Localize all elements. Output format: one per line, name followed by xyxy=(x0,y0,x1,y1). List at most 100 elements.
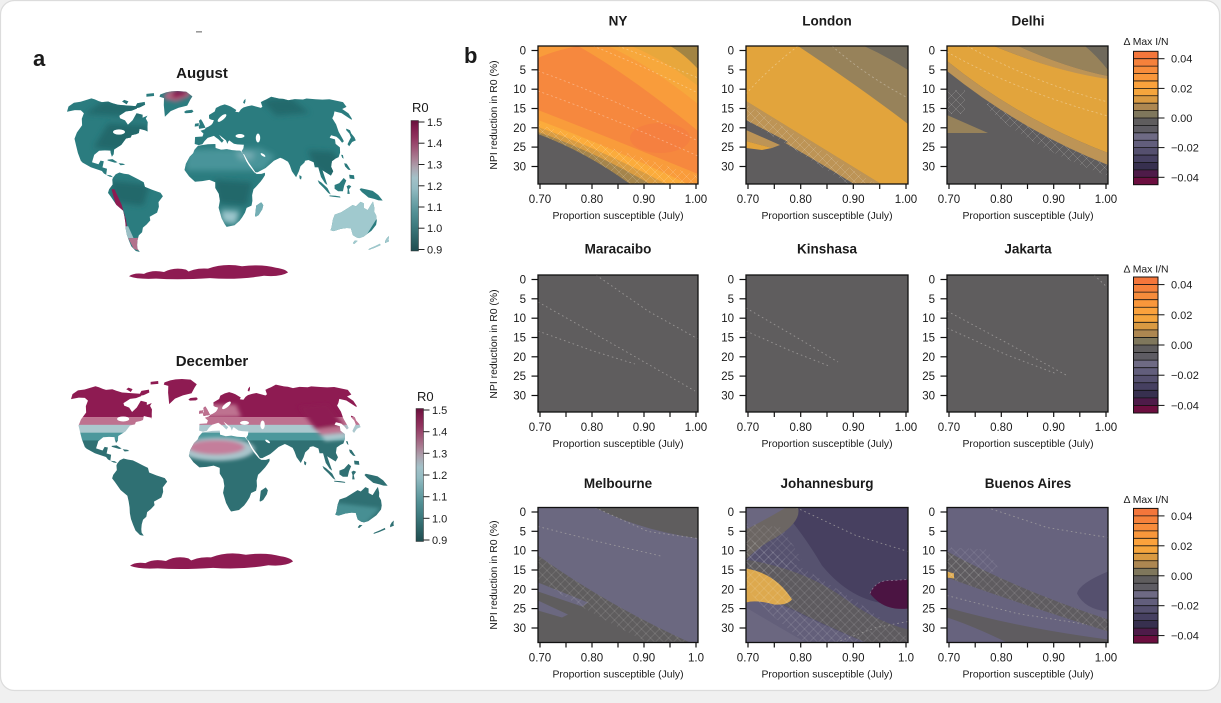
svg-text:0.80: 0.80 xyxy=(790,653,812,665)
svg-text:20: 20 xyxy=(922,584,935,596)
svg-text:30: 30 xyxy=(922,623,935,635)
svg-text:−0.04: −0.04 xyxy=(1171,400,1199,412)
svg-text:1.00: 1.00 xyxy=(895,422,917,434)
svg-text:0.70: 0.70 xyxy=(737,653,759,665)
svg-text:20: 20 xyxy=(513,584,526,596)
svg-text:1.5: 1.5 xyxy=(427,117,442,129)
svg-text:0.80: 0.80 xyxy=(990,194,1012,206)
svg-text:1.1: 1.1 xyxy=(427,202,442,214)
svg-text:5: 5 xyxy=(728,294,734,306)
svg-text:NPI reduction in R0 (%): NPI reduction in R0 (%) xyxy=(489,520,500,629)
svg-text:1.00: 1.00 xyxy=(685,422,707,434)
svg-text:0.02: 0.02 xyxy=(1171,541,1192,553)
svg-text:NPI reduction in R0 (%): NPI reduction in R0 (%) xyxy=(489,60,500,169)
svg-text:0: 0 xyxy=(520,275,526,287)
svg-text:0: 0 xyxy=(929,275,935,287)
svg-text:1.00: 1.00 xyxy=(1095,653,1117,665)
svg-text:30: 30 xyxy=(513,623,526,635)
svg-text:Proportion susceptible (July): Proportion susceptible (July) xyxy=(761,670,892,681)
svg-text:20: 20 xyxy=(513,352,526,364)
svg-text:5: 5 xyxy=(728,526,734,538)
svg-text:15: 15 xyxy=(513,565,526,577)
svg-text:10: 10 xyxy=(721,84,734,96)
svg-text:−0.04: −0.04 xyxy=(1171,172,1199,184)
svg-text:1.0: 1.0 xyxy=(427,223,442,235)
svg-text:15: 15 xyxy=(721,333,734,345)
svg-text:30: 30 xyxy=(721,391,734,403)
svg-text:15: 15 xyxy=(922,333,935,345)
svg-text:−0.02: −0.02 xyxy=(1171,143,1199,155)
svg-text:5: 5 xyxy=(520,294,526,306)
svg-text:0.80: 0.80 xyxy=(581,653,603,665)
svg-text:15: 15 xyxy=(922,104,935,116)
svg-text:0.04: 0.04 xyxy=(1171,280,1192,292)
svg-text:Proportion susceptible (July): Proportion susceptible (July) xyxy=(552,211,683,222)
svg-text:0.04: 0.04 xyxy=(1171,511,1192,523)
svg-text:20: 20 xyxy=(721,123,734,135)
svg-text:0.70: 0.70 xyxy=(737,422,759,434)
svg-text:0: 0 xyxy=(728,275,734,287)
svg-text:0.80: 0.80 xyxy=(990,653,1012,665)
svg-text:15: 15 xyxy=(922,565,935,577)
svg-text:Δ Max I/N: Δ Max I/N xyxy=(1123,37,1168,48)
svg-text:10: 10 xyxy=(513,84,526,96)
svg-text:b: b xyxy=(464,43,477,68)
svg-text:1.0: 1.0 xyxy=(898,653,914,665)
svg-text:0.90: 0.90 xyxy=(633,194,655,206)
svg-text:0.70: 0.70 xyxy=(529,653,551,665)
svg-text:Δ Max I/N: Δ Max I/N xyxy=(1123,265,1168,276)
svg-text:0.90: 0.90 xyxy=(1043,194,1065,206)
svg-text:0.00: 0.00 xyxy=(1171,571,1192,583)
svg-text:Proportion susceptible (July): Proportion susceptible (July) xyxy=(552,670,683,681)
svg-text:0.70: 0.70 xyxy=(938,422,960,434)
svg-text:0.90: 0.90 xyxy=(842,653,864,665)
svg-text:1.3: 1.3 xyxy=(432,448,447,460)
svg-text:0.80: 0.80 xyxy=(790,194,812,206)
svg-text:Johannesburg: Johannesburg xyxy=(780,476,873,491)
svg-text:0.90: 0.90 xyxy=(1043,653,1065,665)
svg-text:R0: R0 xyxy=(417,389,434,404)
svg-text:10: 10 xyxy=(922,313,935,325)
svg-text:10: 10 xyxy=(513,313,526,325)
svg-text:Proportion susceptible (July): Proportion susceptible (July) xyxy=(962,670,1093,681)
svg-text:20: 20 xyxy=(721,352,734,364)
svg-text:30: 30 xyxy=(513,391,526,403)
svg-text:0.70: 0.70 xyxy=(737,194,759,206)
svg-text:30: 30 xyxy=(922,162,935,174)
svg-text:Kinshasa: Kinshasa xyxy=(797,242,858,257)
svg-text:NY: NY xyxy=(609,14,628,29)
svg-text:25: 25 xyxy=(513,371,526,383)
svg-text:1.4: 1.4 xyxy=(432,427,447,439)
svg-text:0.90: 0.90 xyxy=(633,653,655,665)
svg-text:1.00: 1.00 xyxy=(1095,422,1117,434)
svg-text:Jakarta: Jakarta xyxy=(1004,242,1052,257)
svg-text:0.02: 0.02 xyxy=(1171,310,1192,322)
svg-text:15: 15 xyxy=(513,333,526,345)
svg-text:Buenos Aires: Buenos Aires xyxy=(985,476,1072,491)
svg-text:0: 0 xyxy=(520,46,526,58)
svg-text:Proportion susceptible (July): Proportion susceptible (July) xyxy=(962,211,1093,222)
svg-text:Δ Max I/N: Δ Max I/N xyxy=(1123,495,1168,506)
svg-text:10: 10 xyxy=(721,313,734,325)
svg-text:5: 5 xyxy=(728,65,734,77)
svg-text:0.70: 0.70 xyxy=(938,653,960,665)
svg-text:5: 5 xyxy=(929,526,935,538)
svg-text:10: 10 xyxy=(922,546,935,558)
svg-text:0: 0 xyxy=(929,507,935,519)
svg-text:20: 20 xyxy=(922,352,935,364)
svg-text:25: 25 xyxy=(513,604,526,616)
svg-text:15: 15 xyxy=(721,104,734,116)
svg-text:R0: R0 xyxy=(412,100,429,115)
svg-text:0.00: 0.00 xyxy=(1171,340,1192,352)
svg-text:0.80: 0.80 xyxy=(581,422,603,434)
svg-text:December: December xyxy=(176,353,249,370)
svg-text:30: 30 xyxy=(721,623,734,635)
svg-text:0.04: 0.04 xyxy=(1171,54,1192,66)
svg-text:30: 30 xyxy=(513,162,526,174)
svg-text:0.80: 0.80 xyxy=(581,194,603,206)
svg-text:Proportion susceptible (July): Proportion susceptible (July) xyxy=(761,211,892,222)
svg-text:0.90: 0.90 xyxy=(1043,422,1065,434)
svg-text:Delhi: Delhi xyxy=(1011,14,1044,29)
svg-text:5: 5 xyxy=(520,526,526,538)
svg-text:1.0: 1.0 xyxy=(432,513,447,525)
